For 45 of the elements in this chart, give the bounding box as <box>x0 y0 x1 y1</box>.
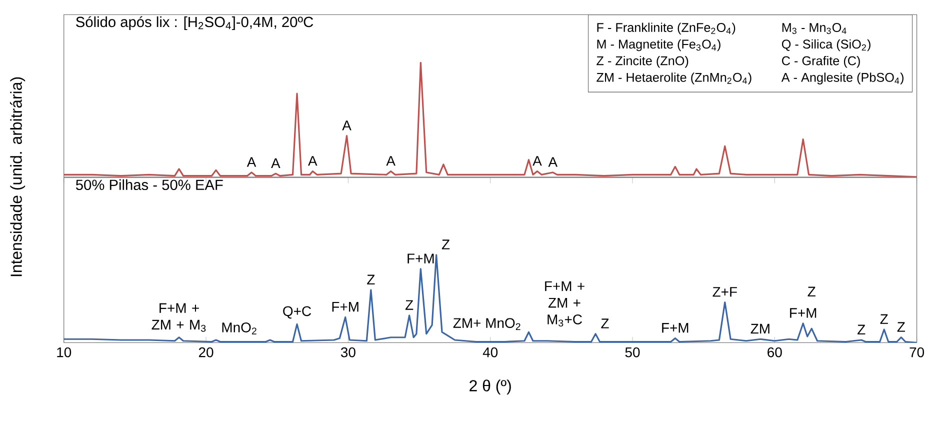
chart-title: Sólido após lix : [H$_{2}$SO$_{4}$]-0,4M, 20ºC <box>76 16 314 30</box>
annotation: A <box>271 158 280 168</box>
annotation: F+M + ZM + M$_{3}$+C <box>545 281 584 326</box>
annotation: Z+F <box>712 287 737 297</box>
annotation: A - Anglesite (PbSO$_{4}$) <box>781 72 904 84</box>
annotation: F+M <box>790 308 816 318</box>
chart-title: 50% Pilhas - 50% EAF <box>76 179 223 190</box>
annotation: MnO$_{2}$ <box>222 322 256 334</box>
annotation: Z <box>601 318 609 328</box>
annotation: Z <box>442 240 450 250</box>
x-tick-label: 50 <box>625 347 640 358</box>
annotation: Z <box>897 322 905 332</box>
annotation: Z <box>405 300 414 310</box>
annotation: Q+C <box>283 306 312 319</box>
y-axis-title: Intensidade (unid. arbitrária) <box>10 77 26 276</box>
x-axis-title: 2 θ (º) <box>470 380 511 394</box>
annotation: ZM <box>750 324 770 334</box>
x-tick-label: 20 <box>198 347 214 358</box>
annotation: F+M <box>662 322 688 333</box>
annotation: Z <box>808 286 816 296</box>
x-tick-label: 10 <box>57 347 72 358</box>
annotation: Z <box>367 274 375 284</box>
annotation: F+M <box>332 302 358 312</box>
x-tick-label: 60 <box>768 347 782 358</box>
annotation: A <box>532 156 542 166</box>
text: F - Franklinite (ZnFe$_{2}$O$_{4}$) <box>597 22 736 34</box>
annotation: C - Grafite (C) <box>782 56 860 68</box>
text: M$_{3}$ - Mn$_{3}$O$_{4}$ <box>782 22 846 34</box>
annotation: Z - Zincite (ZnO) <box>596 56 688 68</box>
annotation: F+M <box>408 254 434 264</box>
x-tick-label: 70 <box>910 347 924 358</box>
annotation: ZM - Hetaerolite (ZnMn$_{2}$O$_{4}$) <box>596 72 752 84</box>
annotation: A <box>548 157 558 167</box>
x-tick-label: 30 <box>340 347 356 358</box>
annotation: A <box>246 157 256 167</box>
text: M - Magnetite (Fe$_{3}$O$_{4}$) <box>597 39 720 52</box>
annotation: A <box>342 120 352 130</box>
annotation: Z <box>880 314 888 324</box>
annotation: F+M + ZM + M$_{3}$ <box>152 303 206 332</box>
annotation: Z <box>858 324 866 334</box>
annotation: ZM+ MnO$_{2}$ <box>453 318 520 330</box>
x-tick-label: 40 <box>482 347 498 358</box>
annotation: A <box>386 156 396 166</box>
annotation: A <box>308 156 318 166</box>
text: Q - Silica (SiO$_{2}$) <box>782 39 870 52</box>
